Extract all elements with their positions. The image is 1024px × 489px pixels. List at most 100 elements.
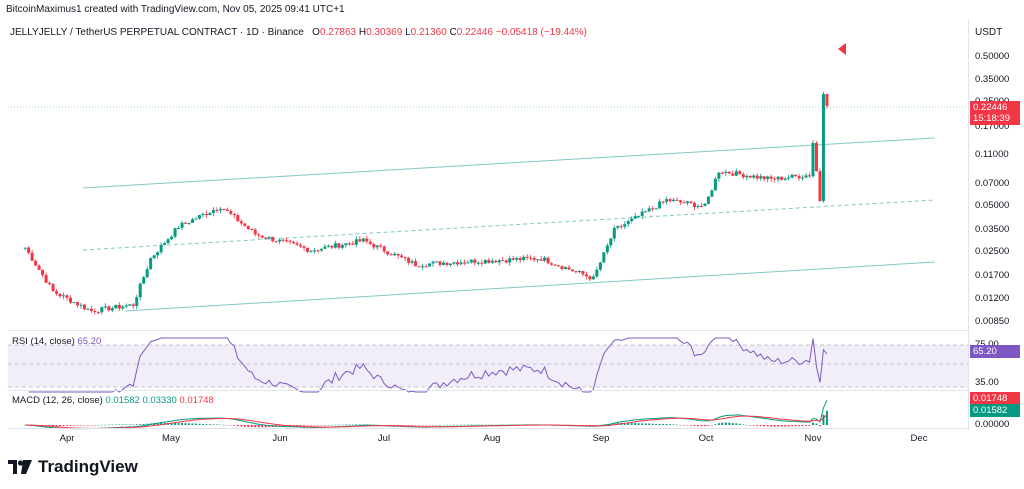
candle-body: [274, 241, 278, 243]
candle-body: [124, 305, 128, 307]
candle-body: [295, 243, 299, 245]
candle-body: [640, 211, 644, 216]
candles-group: [23, 91, 829, 315]
macd-hist-bar: [766, 425, 769, 427]
candle-body: [445, 262, 449, 266]
candle-body: [281, 239, 285, 241]
candle-body: [476, 262, 480, 264]
macd-hist-bar: [135, 424, 138, 425]
macd-hist-bar: [669, 424, 672, 425]
macd-hist-bar: [812, 422, 814, 425]
candle-body: [511, 258, 515, 260]
candle-body: [267, 236, 271, 239]
candle-body: [184, 222, 188, 224]
macd-hist-bar: [212, 424, 215, 425]
rsi-tick-lower: 35.00: [975, 377, 999, 388]
macd-hist-bar: [780, 425, 783, 427]
price-tick: 0.01200: [975, 293, 1010, 304]
candle-body: [574, 271, 578, 273]
candle-body: [424, 266, 428, 268]
macd-hist-bar: [303, 425, 306, 426]
candle-body: [58, 293, 62, 297]
macd-hist-bar: [393, 425, 396, 426]
macd-hist-bar: [480, 424, 483, 426]
macd-hist-bar: [236, 425, 239, 427]
price-axis-border: [968, 20, 969, 430]
tradingview-logo[interactable]: TradingView: [8, 457, 138, 477]
open-value: 0.27863: [319, 27, 357, 38]
macd-hist-bar: [341, 424, 344, 426]
macd-hist-bar: [83, 425, 86, 426]
candle-body: [414, 261, 418, 267]
change-value: −0.05418 (−19.44%): [495, 27, 587, 38]
symbol-legend: JELLYJELLY / TetherUS PERPETUAL CONTRACT…: [10, 27, 587, 38]
candle-body: [720, 172, 724, 174]
candle-body: [313, 250, 317, 252]
low-label: L: [405, 27, 411, 38]
macd-hist-bar: [111, 424, 114, 426]
macd-line-value: 0.03330: [142, 395, 177, 406]
price-tick: 0.07000: [975, 178, 1010, 189]
chart-credit: BitcoinMaximus1 created with TradingView…: [6, 4, 345, 15]
candle-body: [452, 262, 456, 264]
macd-hist-bar: [463, 424, 466, 426]
macd-hist-bar: [745, 424, 748, 426]
macd-histogram: [24, 410, 828, 428]
month-label: Nov: [804, 433, 822, 444]
candle-body: [473, 259, 477, 264]
rsi-value-tag: 65.20: [970, 345, 1020, 358]
candle-body: [703, 203, 707, 206]
channel-lower: [124, 261, 936, 312]
close-label: C: [449, 27, 457, 38]
macd-hist-bar: [316, 425, 319, 426]
macd-hist-bar: [400, 425, 403, 426]
macd-hist-bar: [428, 425, 431, 426]
symbol-title[interactable]: JELLYJELLY / TetherUS PERPETUAL CONTRACT…: [10, 27, 304, 38]
macd-hist-bar: [188, 423, 191, 425]
rsi-legend[interactable]: RSI (14, close) 65.20: [12, 336, 101, 347]
candle-body: [557, 265, 561, 267]
open-label: O: [312, 27, 320, 38]
candle-body: [710, 190, 714, 197]
currency-label[interactable]: USDT: [975, 27, 1003, 38]
candle-body: [278, 239, 282, 242]
macd-hist-bar: [320, 425, 323, 426]
macd-hist-bar: [763, 425, 766, 427]
macd-hist-bar: [602, 424, 605, 426]
candle-body: [448, 263, 452, 266]
macd-hist-tag: 0.01582: [970, 404, 1020, 417]
macd-hist-bar: [728, 422, 731, 425]
candle-body: [794, 174, 798, 177]
candle-body: [393, 253, 397, 256]
macd-hist-bar: [683, 425, 686, 426]
candle-body: [598, 262, 602, 270]
macd-hist-bar: [90, 425, 93, 426]
candle-body: [159, 244, 163, 253]
macd-hist-bar: [222, 424, 225, 426]
price-tick: 0.17000: [975, 121, 1010, 132]
macd-hist-bar: [439, 424, 441, 426]
candle-body: [361, 238, 365, 242]
candle-body: [550, 263, 554, 265]
price-tick: 0.01700: [975, 270, 1010, 281]
candle-body: [706, 196, 710, 204]
candle-body: [354, 239, 358, 245]
price-tick: 0.50000: [975, 51, 1010, 62]
candle-body: [75, 302, 79, 306]
candle-body: [421, 266, 425, 268]
macd-hist-bar: [599, 424, 602, 426]
macd-hist-bar: [254, 425, 257, 428]
candle-body: [591, 276, 595, 280]
candle-body: [30, 252, 34, 261]
candle-body: [651, 208, 655, 210]
signal-line-value: 0.01748: [179, 395, 214, 406]
macd-hist-bar: [787, 425, 790, 427]
time-axis-border: [8, 428, 968, 429]
candle-body: [145, 269, 149, 278]
candle-body: [804, 175, 808, 178]
macd-legend[interactable]: MACD (12, 26, close) 0.01582 0.03330 0.0…: [12, 395, 214, 406]
macd-hist-bar: [700, 425, 703, 427]
macd-hist-bar: [644, 423, 647, 425]
candle-body: [142, 277, 146, 284]
